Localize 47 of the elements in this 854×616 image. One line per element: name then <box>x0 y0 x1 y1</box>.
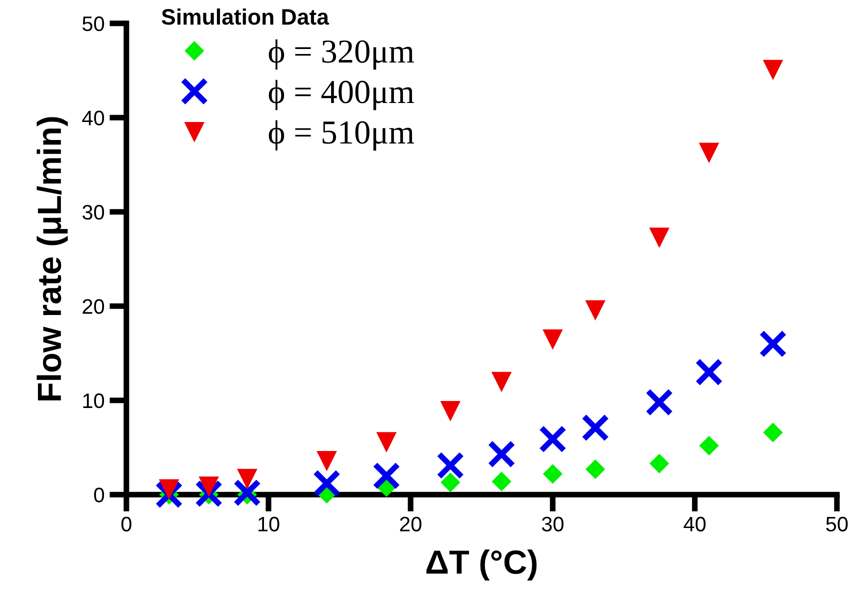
x-axis-title: ΔT (°C) <box>426 549 537 581</box>
x-tick-label: 20 <box>400 516 422 532</box>
point <box>233 478 262 507</box>
legend-label: ϕ = 510μm <box>268 120 414 151</box>
point <box>440 472 460 492</box>
point <box>759 330 787 358</box>
point <box>237 468 257 488</box>
point <box>695 358 723 386</box>
legend-label: ϕ = 400μm <box>268 80 414 110</box>
point <box>763 422 783 442</box>
point <box>645 388 674 416</box>
point <box>586 460 605 479</box>
point <box>312 469 341 498</box>
point <box>586 300 606 320</box>
legend-label: ϕ = 320μm <box>268 39 414 70</box>
y-tick-label: 30 <box>82 204 104 220</box>
point <box>159 479 179 499</box>
y-tick-label: 10 <box>83 393 104 408</box>
point <box>538 425 567 453</box>
point <box>542 329 562 349</box>
point <box>376 432 396 452</box>
x-tick-label: 30 <box>542 516 564 532</box>
point <box>699 436 719 456</box>
point <box>650 454 669 474</box>
x-tick-label: 0 <box>121 516 132 532</box>
y-tick-label: 0 <box>94 488 104 502</box>
y-tick-label: 50 <box>82 16 104 32</box>
x-tick-label: 50 <box>826 516 848 532</box>
point <box>317 450 336 470</box>
legend-title: Simulation Data <box>162 8 330 25</box>
x-tick-label: 10 <box>258 516 280 532</box>
x-tick-label: 40 <box>684 516 706 532</box>
point <box>543 464 562 484</box>
point <box>199 476 219 496</box>
point <box>650 228 670 248</box>
y-tick-label: 40 <box>82 110 104 126</box>
y-axis-title: Flow rate (μL/min) <box>36 117 68 400</box>
point <box>492 372 512 392</box>
point <box>699 142 719 162</box>
y-tick-label: 20 <box>82 299 104 314</box>
point <box>436 452 464 480</box>
point <box>763 60 783 80</box>
point <box>581 414 610 442</box>
point <box>372 462 400 490</box>
point <box>440 401 460 420</box>
point <box>488 440 516 468</box>
point <box>492 472 512 491</box>
